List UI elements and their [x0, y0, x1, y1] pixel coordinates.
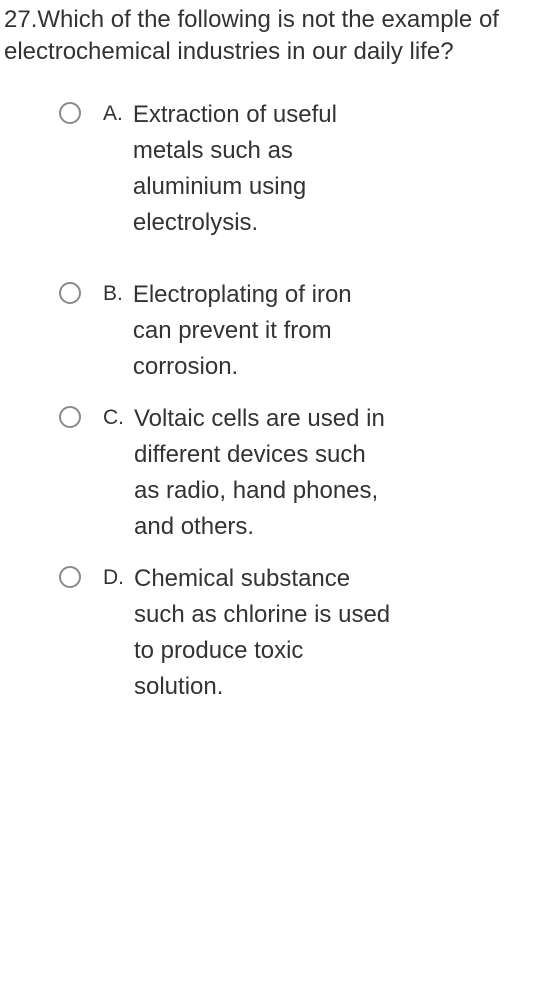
question-body: Which of the following is not the exampl… [4, 6, 499, 65]
option-letter: B. [103, 277, 123, 310]
option-body: D. Chemical substance such as chlorine i… [103, 561, 394, 705]
options-list: A. Extraction of useful metals such as a… [4, 97, 547, 705]
question-text: 27.Which of the following is not the exa… [4, 4, 547, 69]
option-c[interactable]: C. Voltaic cells are used in different d… [59, 401, 547, 545]
option-letter: C. [103, 401, 124, 434]
option-text: Chemical substance such as chlorine is u… [134, 561, 394, 705]
option-b[interactable]: B. Electroplating of iron can prevent it… [59, 277, 547, 385]
quiz-container: 27.Which of the following is not the exa… [0, 0, 551, 705]
option-body: C. Voltaic cells are used in different d… [103, 401, 394, 545]
option-text: Electroplating of iron can prevent it fr… [133, 277, 393, 385]
option-body: B. Electroplating of iron can prevent it… [103, 277, 393, 385]
option-body: A. Extraction of useful metals such as a… [103, 97, 393, 241]
option-text: Extraction of useful metals such as alum… [133, 97, 393, 241]
radio-icon[interactable] [59, 566, 81, 588]
radio-icon[interactable] [59, 406, 81, 428]
option-d[interactable]: D. Chemical substance such as chlorine i… [59, 561, 547, 705]
option-letter: D. [103, 561, 124, 594]
question-number: 27. [4, 6, 37, 33]
option-a[interactable]: A. Extraction of useful metals such as a… [59, 97, 547, 241]
radio-icon[interactable] [59, 102, 81, 124]
radio-icon[interactable] [59, 282, 81, 304]
option-letter: A. [103, 97, 123, 130]
option-text: Voltaic cells are used in different devi… [134, 401, 394, 545]
